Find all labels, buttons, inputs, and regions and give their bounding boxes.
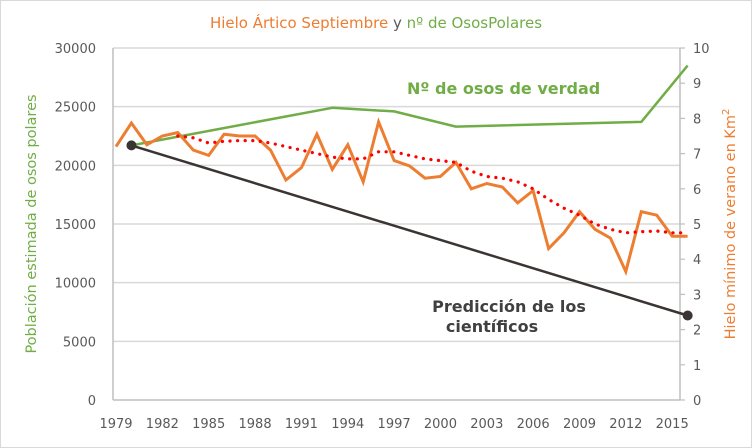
x-tick-label: 2009	[563, 417, 596, 432]
y-right-tick-label: 7	[693, 148, 701, 163]
gridlines	[113, 47, 680, 343]
y-right-tick-label: 1	[693, 359, 701, 374]
y-axis-right-label: Hielo mínimo de verano en Km2	[721, 109, 739, 340]
x-tick-label: 1994	[331, 417, 364, 432]
annotation-prediction-line1: Predicción de los	[432, 297, 586, 316]
series-prediction-line	[131, 144, 688, 317]
y-right-tick-label: 10	[693, 42, 710, 57]
tick-labels: 0 5000 10000 15000 20000 25000 30000 0 1 2 3 4 5 6 7 8 9…	[55, 42, 710, 432]
y-right-tick-label: 8	[693, 112, 701, 127]
chart-title-and: y	[388, 14, 407, 32]
y-axis-left-label: Población estimada de osos polares	[24, 94, 40, 353]
y-left-tick-label: 20000	[55, 159, 96, 174]
y-left-tick-label: 25000	[55, 101, 96, 116]
chart-title: Hielo Ártico Septiembre y nº de OsosPola…	[0, 14, 752, 32]
x-tick-label: 1982	[146, 417, 179, 432]
x-tick-label: 1997	[378, 417, 411, 432]
x-tick-label: 2006	[517, 417, 550, 432]
y-left-tick-label: 15000	[55, 218, 96, 233]
y-right-tick-label: 9	[693, 77, 701, 92]
y-right-tick-label: 0	[693, 394, 701, 409]
y-right-tick-label: 3	[693, 288, 701, 303]
y-axis-right-label-sup: 2	[721, 109, 732, 115]
y-right-tick-label: 5	[693, 218, 701, 233]
y-right-tick-label: 6	[693, 183, 701, 198]
x-tick-label: 1991	[285, 417, 318, 432]
y-right-tick-label: 4	[693, 253, 701, 268]
chart-title-ice: Hielo Ártico Septiembre	[209, 14, 389, 32]
x-tick-label: 1985	[192, 417, 225, 432]
x-tick-label: 2000	[424, 417, 457, 432]
series-layer	[114, 64, 693, 321]
y-axis-right-label-text: Hielo mínimo de verano en Km	[723, 115, 739, 339]
x-tick-label: 1979	[99, 417, 132, 432]
y-left-tick-label: 30000	[55, 42, 96, 57]
series-ice-line	[114, 117, 688, 276]
annotation-bears: Nº de osos de verdad	[407, 79, 600, 98]
prediction-point	[682, 310, 693, 321]
x-tick-label: 2003	[470, 417, 503, 432]
x-tick-label: 2015	[656, 417, 689, 432]
series-bears-line	[131, 64, 689, 147]
chart-title-bears: nº de OsosPolares	[406, 14, 543, 32]
x-tick-label: 2012	[609, 417, 642, 432]
y-right-tick-label: 2	[693, 324, 701, 339]
axes	[112, 47, 685, 401]
series-trend-line	[176, 134, 690, 235]
y-left-tick-label: 5000	[63, 335, 96, 350]
prediction-point	[126, 140, 137, 151]
y-left-tick-label: 10000	[55, 277, 96, 292]
annotation-prediction-line2: científicos	[446, 317, 538, 336]
x-tick-label: 1988	[239, 417, 272, 432]
y-left-tick-label: 0	[88, 394, 96, 409]
